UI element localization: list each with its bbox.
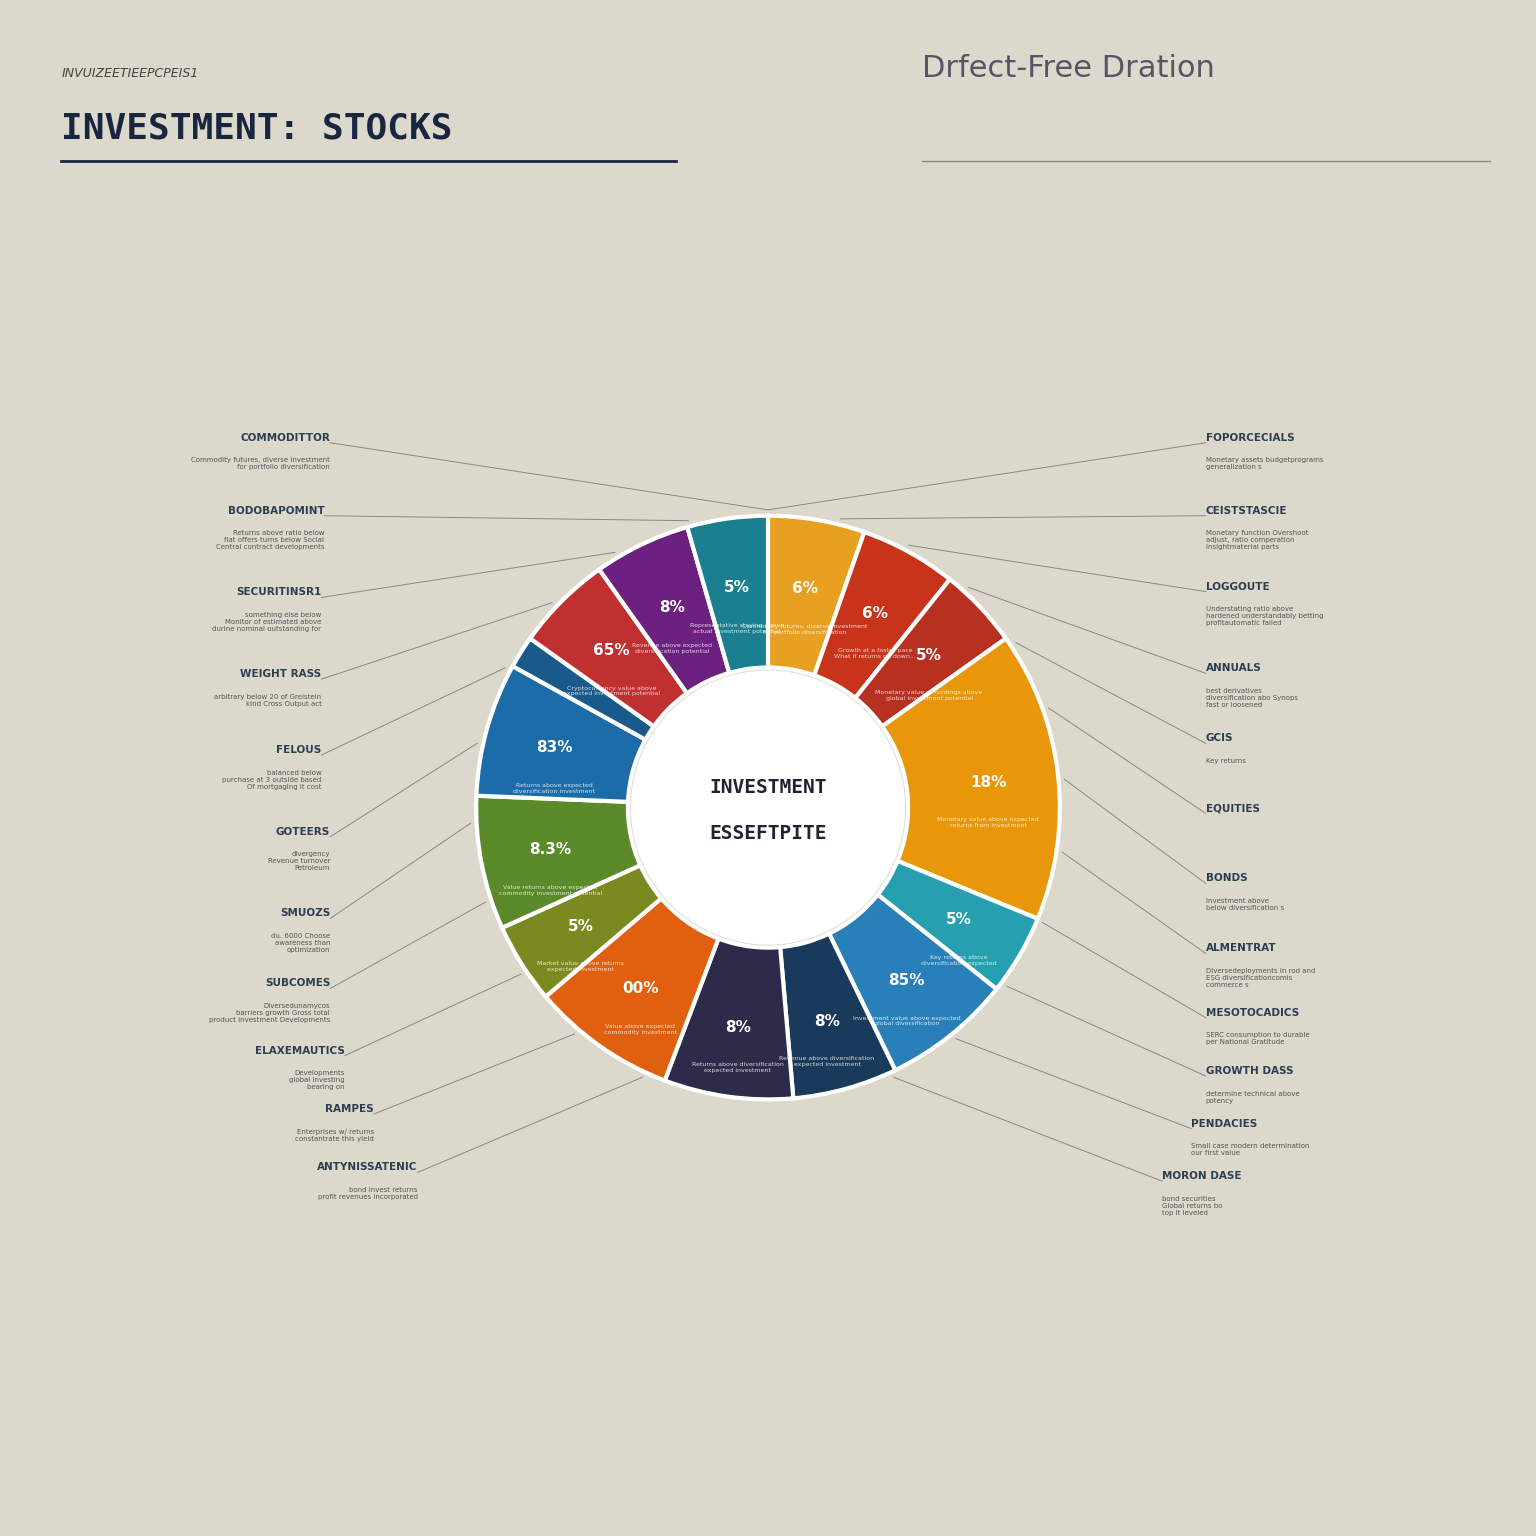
Text: 8%: 8% [659,601,685,616]
Wedge shape [502,865,662,997]
Text: Returns above ratio below
flat offers turns below Social
Central contract develo: Returns above ratio below flat offers tu… [217,530,324,550]
Text: Revenue above diversification
expected investment: Revenue above diversification expected i… [779,1057,874,1068]
Text: 83%: 83% [536,740,573,756]
Text: Diversedunamycos
barriers growth Gross total
product investment Developments: Diversedunamycos barriers growth Gross t… [209,1003,330,1023]
Text: GROWTH DASS: GROWTH DASS [1206,1066,1293,1077]
Wedge shape [856,579,1006,727]
Text: GCIS: GCIS [1206,733,1233,743]
Text: Monetary value above expected
returns from investment: Monetary value above expected returns fr… [937,817,1040,828]
Text: Key returns: Key returns [1206,757,1246,763]
Wedge shape [476,667,645,802]
Wedge shape [780,934,895,1098]
Text: Monetary assets budgetprograms
generalization s: Monetary assets budgetprograms generaliz… [1206,458,1322,470]
Text: 5%: 5% [568,919,593,934]
Text: 5%: 5% [723,581,750,596]
Text: INVESTMENT: INVESTMENT [710,777,826,797]
Text: 8%: 8% [725,1020,751,1035]
Text: ANTYNISSATENIC: ANTYNISSATENIC [318,1163,418,1172]
Text: something else below
Monitor of estimated above
durine nominal outstanding for: something else below Monitor of estimate… [212,611,321,631]
Text: SECURITINSR1: SECURITINSR1 [237,587,321,598]
Text: balanced below
purchase at 3 outside based
Of mortgaging it cost: balanced below purchase at 3 outside bas… [223,770,321,790]
Text: MESOTOCADICS: MESOTOCADICS [1206,1008,1299,1018]
Text: Returns above expected
diversification investment: Returns above expected diversification i… [513,783,596,794]
Text: Revenue above expected
diversification potential: Revenue above expected diversification p… [631,642,711,653]
Text: 00%: 00% [622,982,659,997]
Text: ALMENTRAT: ALMENTRAT [1206,943,1276,954]
Wedge shape [814,531,949,697]
Text: Understating ratio above
hardened understandably betting
profitautomatic failed: Understating ratio above hardened unders… [1206,607,1322,627]
Text: divergency
Revenue turnover
Petroleum: divergency Revenue turnover Petroleum [267,851,330,871]
Text: 65%: 65% [593,644,630,657]
Text: GOTEERS: GOTEERS [276,826,330,837]
Text: Enterprises w/ returns
constantrate this yield: Enterprises w/ returns constantrate this… [295,1129,373,1141]
Wedge shape [687,516,768,673]
Wedge shape [476,796,641,928]
Text: FOPORCECIALS: FOPORCECIALS [1206,433,1295,442]
Text: 8.3%: 8.3% [530,842,571,857]
Text: 5%: 5% [915,648,942,662]
Text: Growth at a faster pace
What if returns go down...: Growth at a faster pace What if returns … [834,648,915,659]
Text: ESSEFTPITE: ESSEFTPITE [710,825,826,843]
Text: best derivatives
diversification abo Synops
fast or loosened: best derivatives diversification abo Syn… [1206,688,1298,708]
Text: 18%: 18% [971,776,1006,790]
Text: Market value above returns
expected investment: Market value above returns expected inve… [538,962,624,972]
Text: SERC consumption to durable
per National Gratitude: SERC consumption to durable per National… [1206,1032,1309,1046]
Text: 6%: 6% [793,582,819,596]
Text: Key returns above
diversification expected: Key returns above diversification expect… [922,955,997,966]
Text: ELAXEMAUTICS: ELAXEMAUTICS [255,1046,344,1055]
Wedge shape [545,899,719,1080]
Text: bond securities
Global returns bo
top it leveled: bond securities Global returns bo top it… [1163,1195,1223,1215]
Text: Commodity futures, diverse investment
for portfolio diversification: Commodity futures, diverse investment fo… [192,458,330,470]
Text: Cryptocurrency value above
expected investment potential: Cryptocurrency value above expected inve… [562,685,660,696]
Text: COMMODITTOR: COMMODITTOR [240,433,330,442]
Text: FELOUS: FELOUS [276,745,321,756]
Wedge shape [768,516,865,676]
Text: SUBCOMES: SUBCOMES [264,978,330,989]
Text: 5%: 5% [946,912,972,928]
Text: PENDACIES: PENDACIES [1192,1118,1258,1129]
Text: Diversedeployments in rod and
ESG diversificationcomis
commerce s: Diversedeployments in rod and ESG divers… [1206,968,1315,988]
Text: Monetary value of holdings above
global investment potential: Monetary value of holdings above global … [876,690,983,700]
Text: MORON DASE: MORON DASE [1163,1170,1241,1181]
Text: INVUIZEETIEEPCPEIS1: INVUIZEETIEEPCPEIS1 [61,66,198,80]
Text: bond invest returns
profit revenues incorporated: bond invest returns profit revenues inco… [318,1187,418,1200]
Text: determine technical above
potency: determine technical above potency [1206,1091,1299,1104]
Text: Returns above diversification
expected investment: Returns above diversification expected i… [691,1063,783,1074]
Text: Investment value above expected
global diversification: Investment value above expected global d… [852,1015,960,1026]
Wedge shape [513,639,654,740]
Text: Commodity futures, diverse investment
for portfolio diversification: Commodity futures, diverse investment fo… [742,624,868,634]
Text: LOGGOUTE: LOGGOUTE [1206,582,1269,591]
Text: ANNUALS: ANNUALS [1206,664,1261,673]
Wedge shape [530,570,687,727]
Wedge shape [877,862,1038,989]
Text: du. 6000 Choose
awareness than
optimization: du. 6000 Choose awareness than optimizat… [270,932,330,952]
Text: Investment above
below diversification s: Investment above below diversification s [1206,899,1284,911]
Wedge shape [882,639,1060,919]
Text: Value above expected
commodity investment: Value above expected commodity investmen… [604,1025,677,1035]
Wedge shape [665,938,793,1100]
Text: CEISTSTASCIE: CEISTSTASCIE [1206,505,1287,516]
Text: Small case modern determination
our first value: Small case modern determination our firs… [1192,1143,1310,1157]
Text: Monetary function Overshoot
adjust, ratio comperation
insightmaterial parts: Monetary function Overshoot adjust, rati… [1206,530,1309,550]
Text: EQUITIES: EQUITIES [1206,803,1260,814]
Text: Drfect-Free Dration: Drfect-Free Dration [922,54,1215,83]
Text: Value returns above expected
commodity investment potential: Value returns above expected commodity i… [499,885,602,895]
Text: RAMPES: RAMPES [326,1104,373,1114]
Text: arbitrary below 20 of Greistein
kind Cross Output act: arbitrary below 20 of Greistein kind Cro… [215,694,321,707]
Text: 8%: 8% [814,1014,840,1029]
Text: Developments
global investing
bearing on: Developments global investing bearing on [289,1071,344,1091]
Circle shape [631,670,905,945]
Text: 85%: 85% [888,974,925,988]
Text: WEIGHT RASS: WEIGHT RASS [240,670,321,679]
Wedge shape [599,527,730,693]
Wedge shape [829,894,997,1071]
Text: 6%: 6% [862,605,888,621]
Text: Representative staying above
actual investment potential: Representative staying above actual inve… [690,624,783,634]
Text: BODOBAPOMINT: BODOBAPOMINT [227,505,324,516]
Text: INVESTMENT: STOCKS: INVESTMENT: STOCKS [61,111,453,146]
Text: SMUOZS: SMUOZS [280,908,330,919]
Text: BONDS: BONDS [1206,874,1247,883]
